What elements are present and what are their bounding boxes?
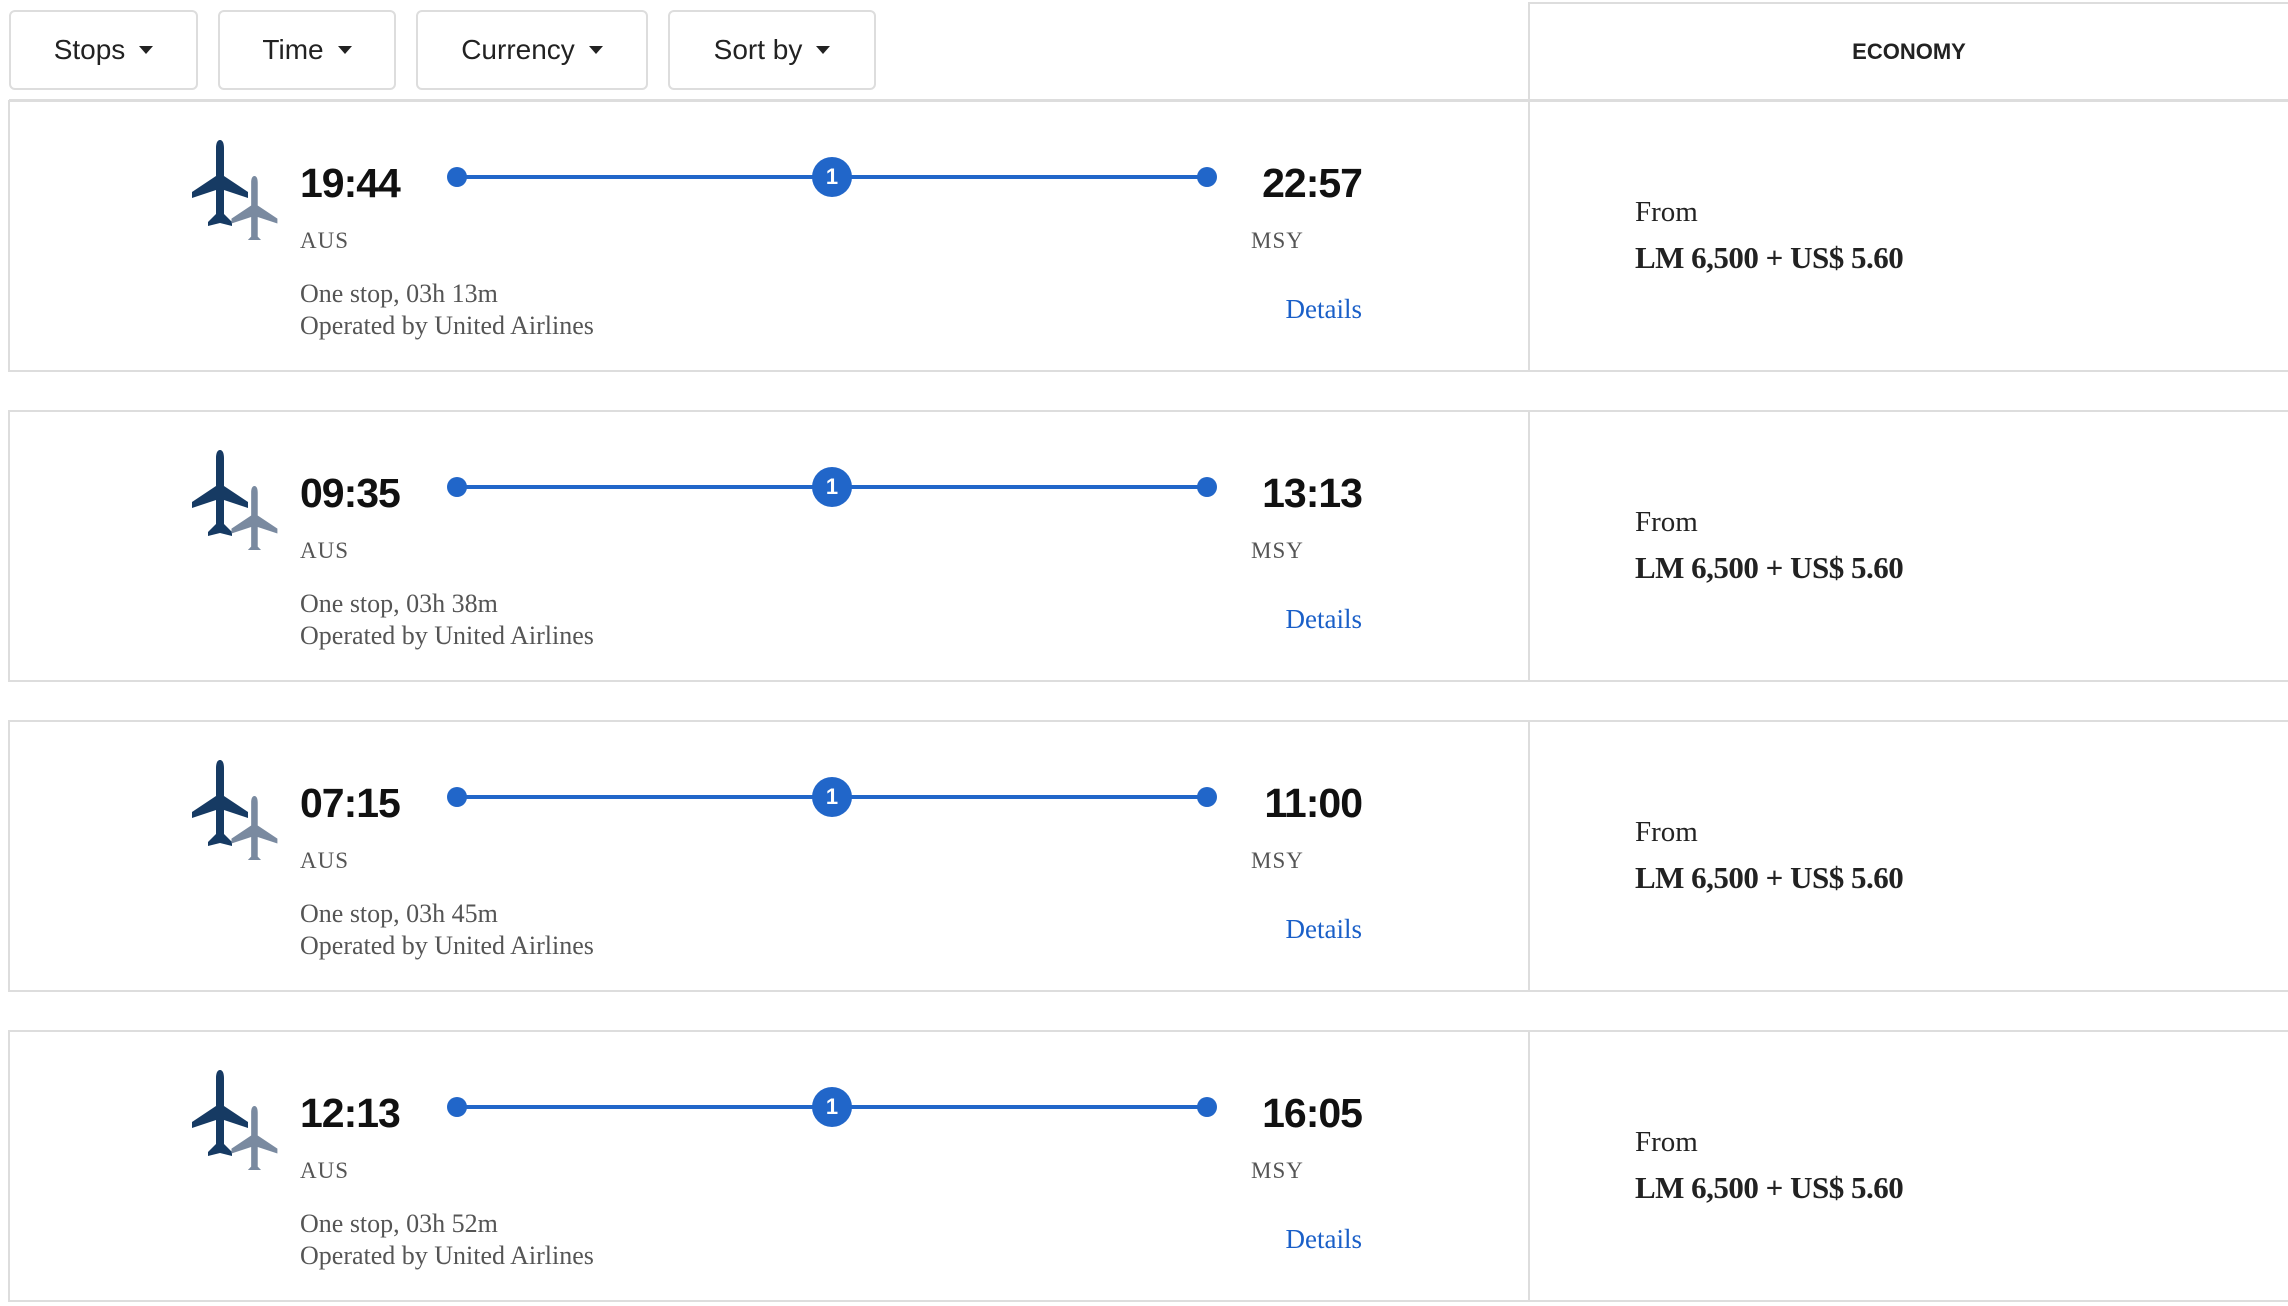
filter-stops-button[interactable]: Stops (9, 10, 198, 90)
filter-label: Time (262, 34, 324, 65)
operator-text: Operated by United Airlines (300, 931, 594, 960)
economy-price[interactable]: LM 6,500 + US$ 5.60 (1635, 240, 1904, 275)
arrival-time: 11:00 (1264, 780, 1363, 826)
flight-row[interactable]: 12:13 AUS 1 16:05 MSY One stop, 03h 52m … (8, 1030, 2288, 1302)
departure-time: 09:35 (300, 470, 401, 516)
economy-price[interactable]: LM 6,500 + US$ 5.60 (1635, 1170, 1904, 1205)
arrival-time: 16:05 (1262, 1090, 1363, 1136)
destination-dot (1197, 787, 1217, 807)
caret-down-icon (139, 46, 154, 54)
destination-code: MSY (1251, 228, 1304, 253)
flight-row[interactable]: 09:35 AUS 1 13:13 MSY One stop, 03h 38m … (8, 410, 2288, 682)
operator-text: Operated by United Airlines (300, 1241, 594, 1270)
flight-row[interactable]: 07:15 AUS 1 11:00 MSY One stop, 03h 45m … (8, 720, 2288, 992)
arrival-time: 22:57 (1262, 160, 1363, 206)
details-link[interactable]: Details (1285, 294, 1362, 324)
arrival-time: 13:13 (1262, 470, 1363, 516)
airline-planes-icon (192, 760, 278, 860)
flight-row[interactable]: 19:44 AUS 1 22:57 MSY One stop, 03h 13m … (8, 100, 2288, 372)
operator-text: Operated by United Airlines (300, 621, 594, 650)
destination-code: MSY (1251, 848, 1304, 873)
origin-dot (447, 787, 467, 807)
stops-count-badge: 1 (812, 1087, 852, 1127)
destination-code: MSY (1251, 538, 1304, 563)
details-link[interactable]: Details (1285, 914, 1362, 944)
flight-summary: One stop, 03h 52m (300, 1209, 498, 1238)
destination-dot (1197, 477, 1217, 497)
origin-code: AUS (300, 1158, 350, 1183)
filter-label: Currency (461, 34, 575, 65)
details-link[interactable]: Details (1285, 1224, 1362, 1254)
column-divider (1528, 412, 1530, 680)
filter-currency-button[interactable]: Currency (416, 10, 648, 90)
destination-code: MSY (1251, 1158, 1304, 1183)
caret-down-icon (816, 46, 831, 54)
stops-count-badge: 1 (812, 467, 852, 507)
column-divider (1528, 1032, 1530, 1300)
flight-info: One stop, 03h 45m Operated by United Air… (300, 898, 594, 962)
destination-dot (1197, 167, 1217, 187)
flight-summary: One stop, 03h 13m (300, 279, 498, 308)
origin-code: AUS (300, 228, 350, 253)
destination-dot (1197, 1097, 1217, 1117)
caret-down-icon (337, 46, 352, 54)
origin-dot (447, 1097, 467, 1117)
economy-price[interactable]: LM 6,500 + US$ 5.60 (1635, 550, 1904, 585)
cabin-header-economy: ECONOMY (1528, 2, 2288, 100)
flight-info: One stop, 03h 52m Operated by United Air… (300, 1208, 594, 1272)
filter-time-button[interactable]: Time (218, 10, 396, 90)
caret-down-icon (588, 46, 603, 54)
origin-dot (447, 167, 467, 187)
origin-dot (447, 477, 467, 497)
from-label: From (1635, 506, 1698, 538)
airline-planes-icon (192, 450, 278, 550)
origin-code: AUS (300, 538, 350, 563)
stops-count-badge: 1 (812, 157, 852, 197)
flight-summary: One stop, 03h 45m (300, 899, 498, 928)
from-label: From (1635, 1126, 1698, 1158)
column-divider (1528, 722, 1530, 990)
sort-by-button[interactable]: Sort by (668, 10, 876, 90)
flight-summary: One stop, 03h 38m (300, 589, 498, 618)
flight-info: One stop, 03h 13m Operated by United Air… (300, 278, 594, 342)
from-label: From (1635, 816, 1698, 848)
filter-label: Stops (53, 34, 126, 65)
flight-info: One stop, 03h 38m Operated by United Air… (300, 588, 594, 652)
origin-code: AUS (300, 848, 350, 873)
departure-time: 07:15 (300, 780, 401, 826)
departure-time: 12:13 (300, 1090, 401, 1136)
airline-planes-icon (192, 140, 278, 240)
filter-label: Sort by (713, 34, 803, 65)
operator-text: Operated by United Airlines (300, 311, 594, 340)
from-label: From (1635, 196, 1698, 228)
details-link[interactable]: Details (1285, 604, 1362, 634)
stops-count-badge: 1 (812, 777, 852, 817)
column-divider (1528, 102, 1530, 370)
departure-time: 19:44 (300, 160, 401, 206)
airline-planes-icon (192, 1070, 278, 1170)
economy-price[interactable]: LM 6,500 + US$ 5.60 (1635, 860, 1904, 895)
